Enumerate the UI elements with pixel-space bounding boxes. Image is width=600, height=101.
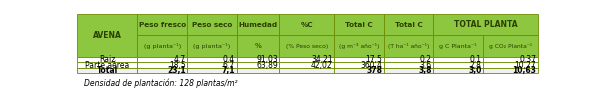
Text: Total C: Total C — [395, 22, 422, 28]
Bar — [280, 57, 334, 62]
Text: 4,7: 4,7 — [173, 55, 185, 64]
Text: 0,2: 0,2 — [420, 55, 432, 64]
Text: 63,89: 63,89 — [256, 60, 278, 69]
Bar — [433, 35, 483, 57]
Text: 10,63: 10,63 — [512, 66, 536, 75]
Bar — [483, 35, 538, 57]
Text: 0,4: 0,4 — [223, 55, 235, 64]
Text: 0,1: 0,1 — [469, 55, 481, 64]
Bar — [187, 57, 236, 62]
Bar — [137, 62, 187, 68]
Bar — [334, 35, 384, 57]
Text: (T ha⁻¹ año⁻¹): (T ha⁻¹ año⁻¹) — [388, 43, 429, 49]
Text: Densidad de plantación: 128 plantas/m²: Densidad de plantación: 128 plantas/m² — [84, 78, 238, 88]
Bar — [280, 14, 334, 35]
Text: 18,5: 18,5 — [169, 60, 185, 69]
Text: %: % — [254, 43, 262, 49]
Bar — [384, 35, 433, 57]
Bar — [384, 68, 433, 73]
Text: Raiz: Raiz — [99, 55, 116, 64]
Bar — [137, 14, 187, 35]
Bar — [187, 35, 236, 57]
Bar — [77, 57, 137, 62]
Text: Humedad: Humedad — [238, 22, 277, 28]
Bar — [137, 57, 187, 62]
Text: 91,03: 91,03 — [256, 55, 278, 64]
Text: g C Planta⁻¹: g C Planta⁻¹ — [439, 43, 477, 49]
Bar — [334, 14, 384, 35]
Text: 2,8: 2,8 — [470, 60, 481, 69]
Bar — [187, 62, 236, 68]
Bar — [77, 62, 137, 68]
Text: 3,0: 3,0 — [468, 66, 481, 75]
Text: TOTAL PLANTA: TOTAL PLANTA — [454, 20, 517, 29]
Bar — [236, 35, 280, 57]
Text: 17,5: 17,5 — [365, 55, 382, 64]
Bar — [433, 57, 483, 62]
Text: Peso seco: Peso seco — [191, 22, 232, 28]
Bar — [334, 57, 384, 62]
Bar — [384, 14, 433, 35]
Bar — [280, 35, 334, 57]
Text: Peso fresco: Peso fresco — [139, 22, 186, 28]
Text: 7,1: 7,1 — [221, 66, 235, 75]
Bar — [334, 62, 384, 68]
Bar — [483, 57, 538, 62]
Bar — [280, 68, 334, 73]
Text: (% Peso seco): (% Peso seco) — [286, 44, 328, 49]
Text: 6,7: 6,7 — [223, 60, 235, 69]
Text: 378: 378 — [367, 66, 382, 75]
Text: 3,8: 3,8 — [418, 66, 432, 75]
Text: 42,02: 42,02 — [311, 60, 333, 69]
Bar — [334, 68, 384, 73]
Text: Total: Total — [97, 66, 118, 75]
Bar — [384, 57, 433, 62]
Text: (g m⁻² año⁻¹): (g m⁻² año⁻¹) — [339, 43, 379, 49]
Bar — [187, 68, 236, 73]
Text: g CO₂ Planta⁻¹: g CO₂ Planta⁻¹ — [489, 43, 532, 49]
Bar — [433, 62, 483, 68]
Bar — [433, 14, 538, 35]
Text: 23,1: 23,1 — [167, 66, 185, 75]
Text: (g planta⁻¹): (g planta⁻¹) — [193, 43, 230, 49]
Bar — [433, 68, 483, 73]
Text: 10,27: 10,27 — [515, 60, 536, 69]
Text: Parte aérea: Parte aérea — [85, 60, 130, 69]
Bar — [236, 14, 280, 35]
Bar — [483, 68, 538, 73]
Text: 360,4: 360,4 — [361, 60, 382, 69]
Bar — [77, 14, 137, 57]
Text: 0,37: 0,37 — [519, 55, 536, 64]
Bar — [236, 57, 280, 62]
Bar — [384, 62, 433, 68]
Bar — [137, 35, 187, 57]
Bar — [483, 62, 538, 68]
Bar — [187, 14, 236, 35]
Text: %C: %C — [301, 22, 313, 28]
Bar — [236, 68, 280, 73]
Bar — [137, 68, 187, 73]
Text: Total C: Total C — [345, 22, 373, 28]
Text: (g planta⁻¹): (g planta⁻¹) — [143, 43, 181, 49]
Bar — [77, 68, 137, 73]
Text: 34,21: 34,21 — [311, 55, 333, 64]
Bar — [236, 62, 280, 68]
Bar — [280, 62, 334, 68]
Text: AVENA: AVENA — [93, 31, 122, 40]
Text: 3,6: 3,6 — [420, 60, 432, 69]
